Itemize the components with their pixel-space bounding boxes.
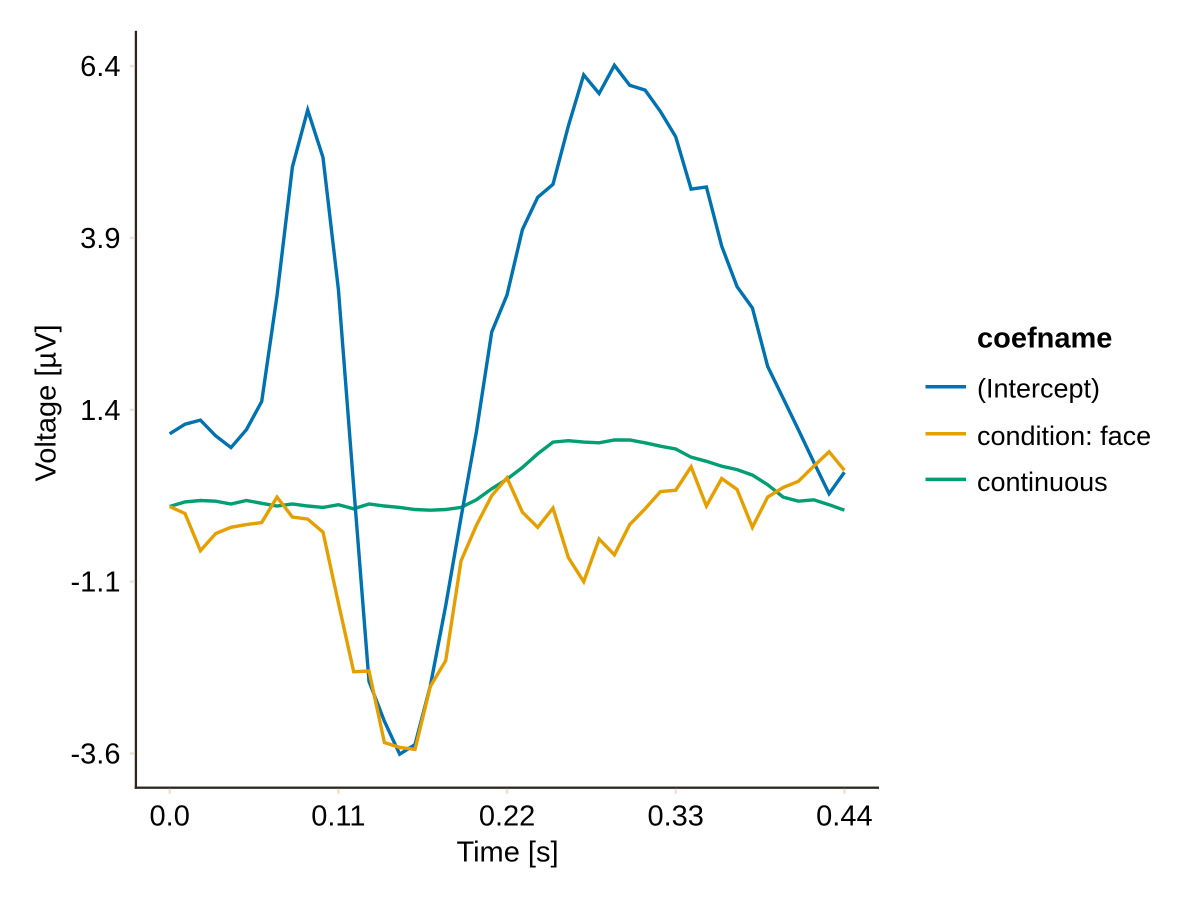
svg-text:(Intercept): (Intercept) xyxy=(977,374,1100,404)
svg-text:0.0: 0.0 xyxy=(150,801,190,833)
svg-text:-1.1: -1.1 xyxy=(71,567,121,599)
svg-text:0.33: 0.33 xyxy=(647,801,703,833)
svg-text:0.22: 0.22 xyxy=(479,801,535,833)
svg-text:3.9: 3.9 xyxy=(80,223,120,255)
svg-text:continuous: continuous xyxy=(977,467,1108,497)
svg-text:0.11: 0.11 xyxy=(311,801,365,833)
svg-text:Time [s]: Time [s] xyxy=(456,837,558,869)
svg-text:-3.6: -3.6 xyxy=(71,739,121,771)
svg-text:1.4: 1.4 xyxy=(80,395,120,427)
svg-text:condition: face: condition: face xyxy=(977,421,1151,451)
svg-text:coefname: coefname xyxy=(977,322,1112,354)
svg-text:Voltage [µV]: Voltage [µV] xyxy=(31,325,63,482)
svg-text:0.44: 0.44 xyxy=(816,801,872,833)
svg-text:6.4: 6.4 xyxy=(80,51,120,83)
